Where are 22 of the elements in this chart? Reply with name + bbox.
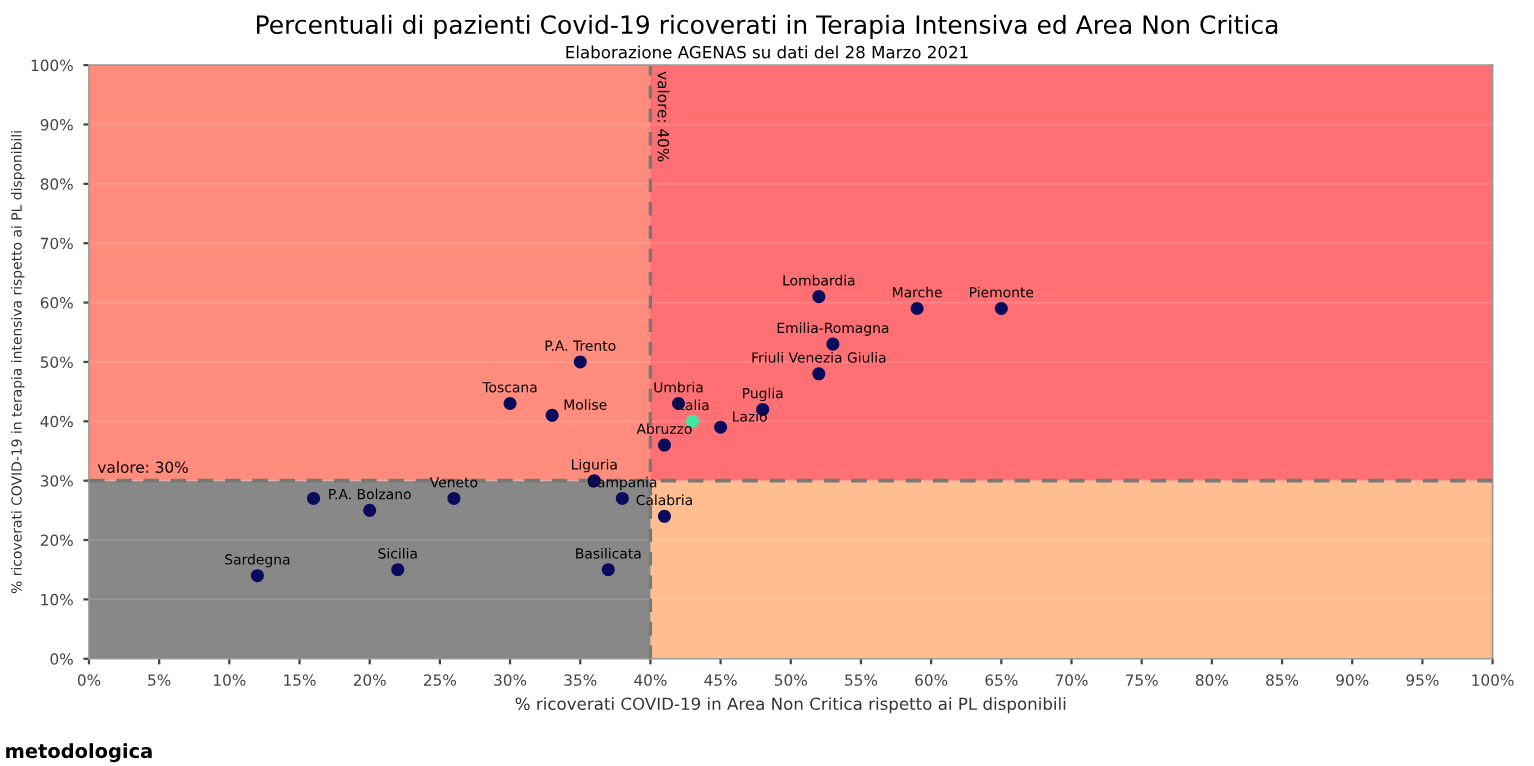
point xyxy=(615,491,629,505)
point xyxy=(812,290,826,304)
point xyxy=(503,396,517,411)
point xyxy=(657,438,671,452)
text: metodologica xyxy=(6,743,152,763)
point xyxy=(812,367,826,381)
point xyxy=(714,420,728,434)
point xyxy=(573,355,587,369)
point xyxy=(910,301,924,316)
point xyxy=(391,563,405,577)
point xyxy=(307,491,321,505)
chart-title: Percentuali di pazienti Covid-19 ricoverati in Terapia Intensiva ed Area Non Critica xyxy=(257,14,1278,39)
point xyxy=(657,509,671,523)
point xyxy=(250,569,264,583)
point xyxy=(363,503,377,517)
x-axis-title: % ricoverati COVID-19 in Area Non Critica rispetto ai PL disponibili xyxy=(515,697,1066,714)
point xyxy=(545,408,559,422)
point xyxy=(826,337,840,351)
point xyxy=(601,563,615,577)
point xyxy=(447,491,461,505)
chart-subtitle: Elaborazione AGENAS su dati del 28 Marzo 2021 xyxy=(566,45,968,59)
point xyxy=(994,301,1008,316)
